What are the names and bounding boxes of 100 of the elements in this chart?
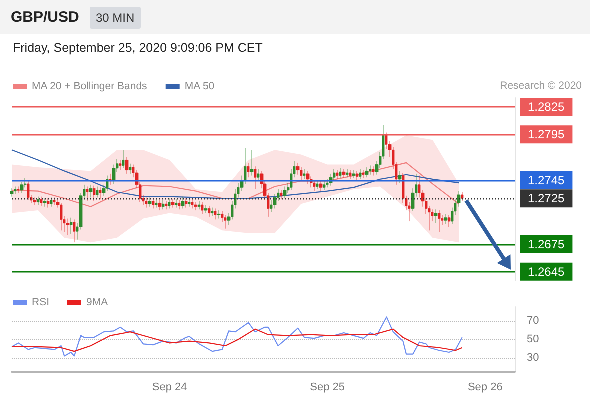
chart-subtitle: 30 MIN — [90, 7, 141, 29]
candlestick — [125, 157, 129, 174]
candlestick — [66, 218, 70, 236]
candlestick — [20, 182, 24, 194]
candlestick — [73, 219, 76, 243]
candlestick — [165, 201, 168, 210]
candlestick — [93, 186, 96, 202]
candlestick — [398, 171, 402, 184]
candlestick — [47, 198, 50, 208]
candlestick — [191, 199, 194, 209]
candlestick — [27, 181, 30, 201]
candlestick — [175, 199, 178, 208]
legend-label: MA 20 + Bollinger Bands — [32, 80, 148, 92]
candlestick — [43, 198, 47, 208]
candlestick — [257, 169, 260, 182]
candlestick — [336, 170, 339, 180]
candlestick — [280, 190, 283, 200]
candlestick — [181, 196, 185, 209]
candlestick — [204, 204, 208, 214]
x-tick-label: Sep 26 — [468, 382, 503, 394]
candlestick — [303, 169, 306, 180]
candlestick — [185, 198, 188, 208]
line-series — [11, 316, 463, 357]
legend-label: RSI — [32, 296, 50, 308]
chart-title: GBP/USD — [11, 9, 80, 26]
candlestick — [148, 198, 152, 208]
candlestick — [349, 170, 352, 180]
candlestick — [86, 186, 89, 202]
y-tick-label: 1.2645 — [528, 264, 566, 279]
candlestick — [60, 203, 63, 231]
candlestick — [356, 171, 359, 181]
candlestick — [283, 186, 287, 199]
line-series — [11, 328, 463, 352]
candlestick — [362, 170, 365, 179]
y-tick-label: 1.2675 — [528, 237, 566, 252]
line-series — [11, 150, 460, 200]
candlestick — [162, 200, 165, 210]
candlestick — [89, 184, 93, 198]
candlestick — [122, 150, 125, 169]
candlestick — [198, 201, 201, 210]
candlestick — [217, 210, 221, 219]
candlestick — [152, 198, 155, 209]
candlestick — [214, 208, 217, 220]
candlestick — [247, 162, 250, 178]
y-tick-label: 30 — [527, 352, 540, 364]
candlestick — [50, 198, 53, 208]
x-tick-label: Sep 24 — [152, 382, 188, 394]
candlestick — [250, 150, 254, 176]
candlestick — [316, 180, 319, 190]
candlestick — [208, 206, 211, 218]
y-tick-label: 1.2745 — [528, 173, 566, 188]
candlestick — [224, 214, 227, 230]
y-tick-label: 50 — [527, 334, 540, 346]
candlestick — [434, 209, 438, 224]
candlestick — [300, 167, 303, 181]
y-tick-label: 1.2795 — [528, 128, 566, 142]
candlestick — [37, 196, 40, 206]
candlestick — [372, 166, 375, 176]
candlestick — [119, 160, 122, 170]
candlestick — [158, 200, 162, 211]
candlestick — [211, 208, 214, 216]
candlestick — [168, 198, 171, 209]
text: Friday, September 25, 2020 9:09:06 PM CET — [13, 41, 263, 55]
candlestick — [339, 168, 342, 179]
x-tick-label: Sep 25 — [310, 382, 346, 394]
candlestick — [365, 167, 369, 178]
candlestick — [438, 210, 441, 233]
legend-label: MA 50 — [184, 80, 215, 92]
candlestick — [188, 198, 191, 208]
candlestick — [448, 214, 451, 228]
candlestick — [323, 181, 326, 191]
candlestick — [40, 196, 43, 206]
candlestick — [444, 214, 448, 224]
candlestick — [359, 169, 362, 180]
candlestick — [53, 198, 56, 206]
candlestick — [352, 170, 356, 179]
candlestick — [99, 187, 102, 200]
candlestick — [17, 186, 20, 194]
candlestick — [306, 171, 310, 184]
candlestick — [461, 192, 464, 202]
candlestick — [96, 186, 99, 198]
candlestick — [171, 199, 175, 208]
candlestick — [346, 169, 349, 178]
candlestick — [10, 188, 14, 198]
y-tick-label: 70 — [527, 314, 540, 327]
candlestick — [194, 202, 198, 211]
candlestick — [313, 180, 316, 192]
candlestick — [369, 166, 372, 176]
candlestick — [342, 169, 346, 179]
y-tick-label: 1.2725 — [528, 192, 566, 206]
text: Research © 2020 — [500, 80, 582, 92]
candlestick — [70, 218, 73, 235]
candlestick — [33, 198, 37, 206]
candlestick — [254, 166, 257, 190]
candlestick — [273, 194, 277, 209]
candlestick — [319, 181, 323, 192]
candlestick — [178, 200, 181, 210]
candlestick — [14, 186, 17, 194]
y-tick-label: 1.2825 — [528, 100, 566, 114]
candlestick — [129, 164, 132, 174]
